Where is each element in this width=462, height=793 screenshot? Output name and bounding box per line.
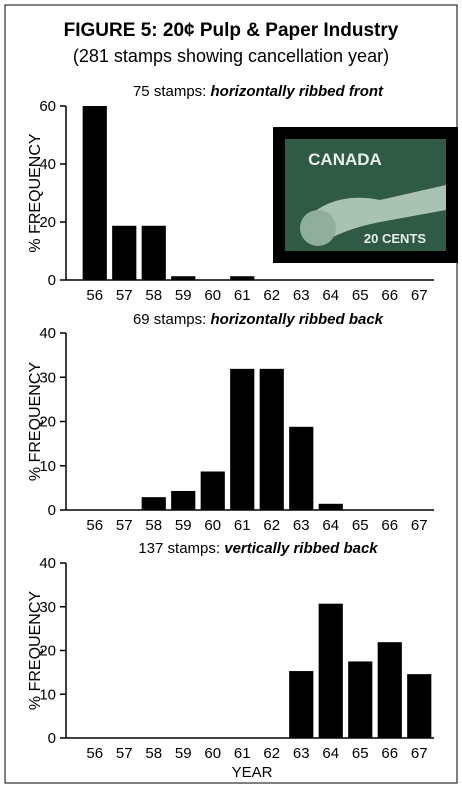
x-tick-label: 64 bbox=[322, 287, 339, 304]
bar bbox=[377, 642, 402, 738]
bar bbox=[200, 471, 225, 510]
bar bbox=[112, 225, 137, 280]
bar bbox=[230, 368, 255, 510]
bar bbox=[407, 674, 432, 738]
x-tick-label: 60 bbox=[204, 517, 221, 534]
stamp-wheel bbox=[300, 210, 336, 246]
x-tick-label: 62 bbox=[263, 517, 280, 534]
bar bbox=[82, 106, 107, 280]
x-tick-label: 60 bbox=[204, 287, 221, 304]
x-tick-label: 66 bbox=[381, 745, 398, 762]
y-tick-label: 20 bbox=[39, 414, 56, 431]
panel-title-description: horizontally ribbed back bbox=[211, 311, 384, 328]
panel-title: 137 stamps: vertically ribbed back bbox=[138, 540, 378, 557]
x-tick-label: 58 bbox=[145, 517, 162, 534]
stamp-country: CANADA bbox=[308, 150, 382, 169]
panel-title-count: 137 stamps: bbox=[138, 540, 220, 557]
y-tick-label: 30 bbox=[39, 599, 56, 616]
bar bbox=[318, 503, 343, 510]
x-tick-label: 62 bbox=[263, 287, 280, 304]
x-tick-label: 56 bbox=[86, 517, 103, 534]
y-tick-label: 40 bbox=[39, 555, 56, 572]
y-tick-label: 0 bbox=[48, 502, 56, 519]
bar bbox=[230, 276, 255, 280]
panel-title-description: horizontally ribbed front bbox=[211, 83, 384, 100]
x-tick-label: 57 bbox=[116, 517, 133, 534]
y-tick-label: 0 bbox=[48, 272, 56, 289]
x-axis-label: YEAR bbox=[232, 764, 273, 781]
x-tick-label: 67 bbox=[411, 745, 428, 762]
x-tick-label: 61 bbox=[234, 287, 251, 304]
bar bbox=[318, 603, 343, 738]
x-tick-label: 66 bbox=[381, 287, 398, 304]
x-tick-label: 57 bbox=[116, 745, 133, 762]
bar bbox=[141, 225, 166, 280]
x-tick-label: 59 bbox=[175, 287, 192, 304]
bar bbox=[289, 426, 314, 510]
x-tick-label: 61 bbox=[234, 517, 251, 534]
y-tick-label: 0 bbox=[48, 730, 56, 747]
y-tick-label: 30 bbox=[39, 369, 56, 386]
y-tick-label: 40 bbox=[39, 156, 56, 173]
bar bbox=[259, 368, 284, 510]
x-tick-label: 66 bbox=[381, 517, 398, 534]
x-tick-label: 63 bbox=[293, 517, 310, 534]
x-tick-label: 56 bbox=[86, 287, 103, 304]
x-tick-label: 57 bbox=[116, 287, 133, 304]
stamp-denomination: 20 CENTS bbox=[364, 231, 426, 246]
y-axis-label: % FREQUENCY bbox=[27, 362, 44, 481]
x-tick-label: 65 bbox=[352, 287, 369, 304]
x-tick-label: 64 bbox=[322, 745, 339, 762]
x-tick-label: 63 bbox=[293, 745, 310, 762]
x-tick-label: 58 bbox=[145, 287, 162, 304]
x-tick-label: 67 bbox=[411, 517, 428, 534]
y-tick-label: 10 bbox=[39, 458, 56, 475]
x-tick-label: 65 bbox=[352, 745, 369, 762]
figure-subtitle: (281 stamps showing cancellation year) bbox=[73, 46, 389, 66]
y-tick-label: 10 bbox=[39, 686, 56, 703]
stamp-roller bbox=[300, 185, 446, 245]
x-tick-label: 56 bbox=[86, 745, 103, 762]
x-tick-label: 58 bbox=[145, 745, 162, 762]
x-tick-label: 60 bbox=[204, 745, 221, 762]
panel-title: 69 stamps: horizontally ribbed back bbox=[133, 311, 384, 328]
x-tick-label: 64 bbox=[322, 517, 339, 534]
bar bbox=[141, 497, 166, 510]
bar bbox=[171, 276, 196, 280]
x-tick-label: 63 bbox=[293, 287, 310, 304]
frame bbox=[4, 4, 458, 784]
x-tick-label: 67 bbox=[411, 287, 428, 304]
y-axis-label: % FREQUENCY bbox=[27, 133, 44, 252]
figure-title: FIGURE 5: 20¢ Pulp & Paper Industry bbox=[64, 20, 399, 41]
panel-title-count: 75 stamps: bbox=[133, 83, 206, 100]
x-tick-label: 59 bbox=[175, 517, 192, 534]
x-tick-label: 59 bbox=[175, 745, 192, 762]
stamp-image: CANADA 20 CENTS bbox=[273, 127, 458, 263]
y-tick-label: 20 bbox=[39, 214, 56, 231]
x-tick-label: 62 bbox=[263, 745, 280, 762]
x-tick-label: 61 bbox=[234, 745, 251, 762]
y-tick-label: 20 bbox=[39, 643, 56, 660]
x-tick-label: 65 bbox=[352, 517, 369, 534]
y-axis-label: % FREQUENCY bbox=[27, 591, 44, 710]
y-tick-label: 40 bbox=[39, 325, 56, 342]
panel-title-count: 69 stamps: bbox=[133, 311, 206, 328]
bar bbox=[289, 671, 314, 738]
y-tick-label: 60 bbox=[39, 98, 56, 115]
panel-title: 75 stamps: horizontally ribbed front bbox=[133, 83, 384, 100]
panel-title-description: vertically ribbed back bbox=[224, 540, 378, 557]
bar bbox=[171, 490, 196, 510]
bar bbox=[348, 661, 373, 738]
